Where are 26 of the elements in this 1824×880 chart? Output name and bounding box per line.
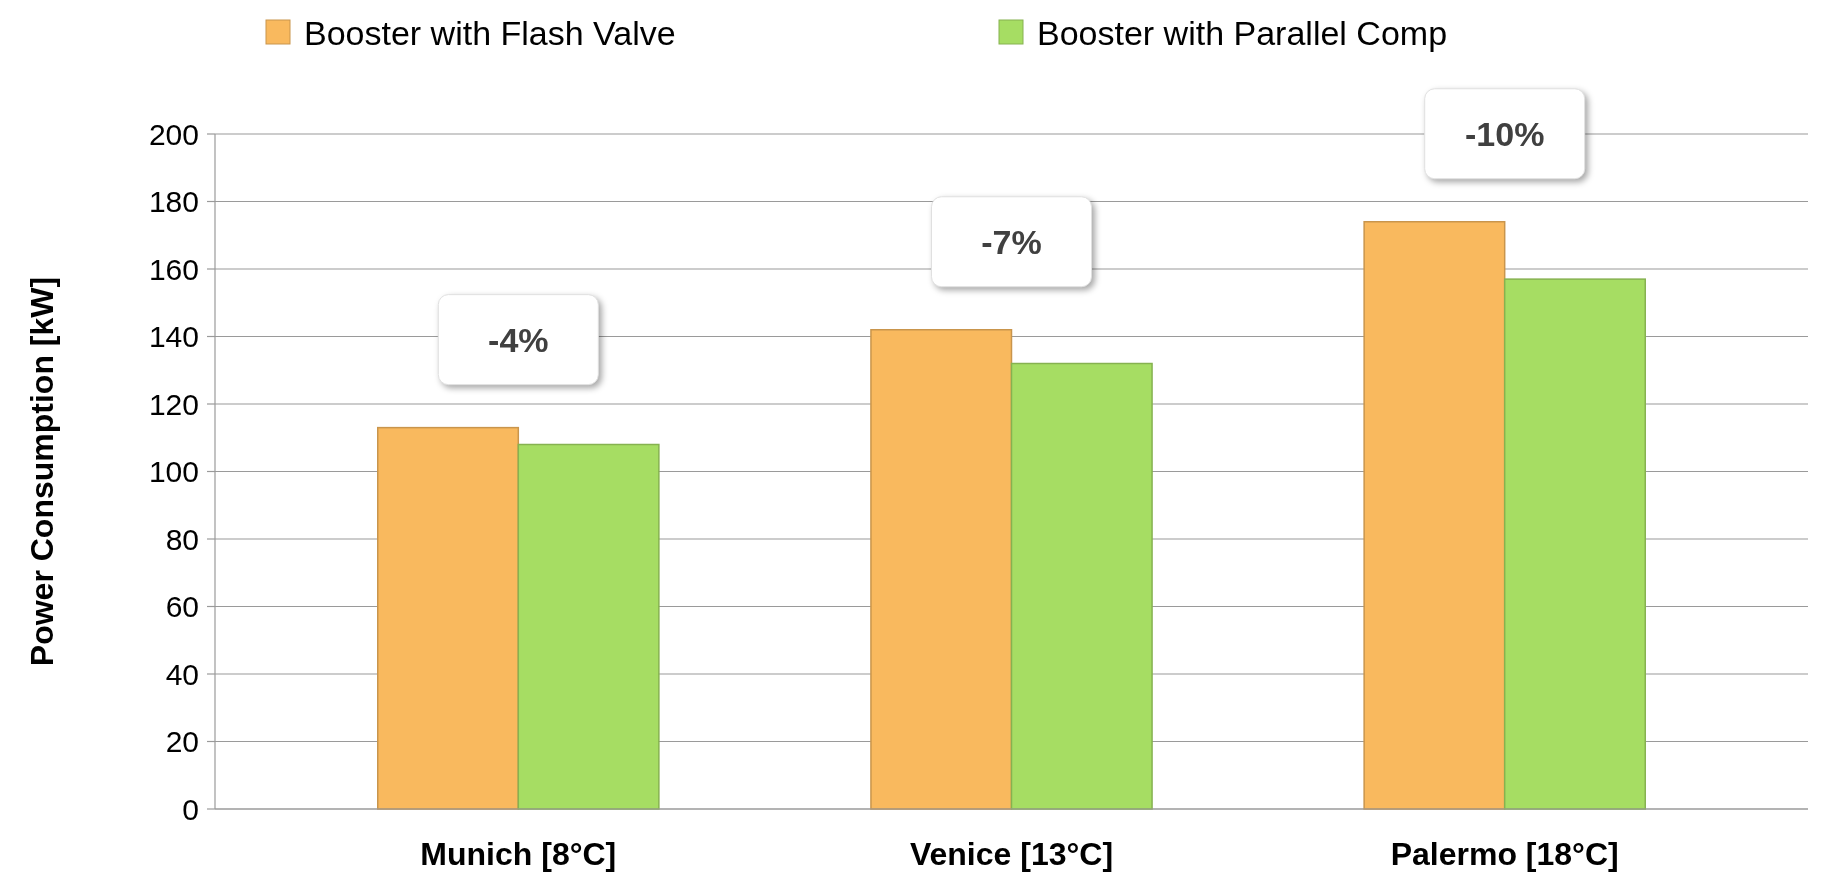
annotation: -7% bbox=[981, 222, 1042, 261]
y-tick-label: 0 bbox=[182, 792, 199, 826]
legend-label: Booster with Parallel Comp bbox=[1037, 13, 1448, 52]
bar bbox=[1503, 278, 1646, 810]
bar bbox=[1010, 362, 1153, 810]
y-tick-label: 60 bbox=[165, 590, 199, 623]
annotation: -10% bbox=[1465, 114, 1545, 153]
x-tick-label: Venice [13°C] bbox=[909, 836, 1114, 872]
y-tick-label: 40 bbox=[165, 657, 199, 691]
y-tick-label: 180 bbox=[148, 185, 199, 218]
x-tick-label: Munich [8°C] bbox=[420, 836, 617, 872]
legend-label: Booster with Flash Valve bbox=[304, 13, 676, 52]
y-tick-label: 20 bbox=[165, 725, 199, 758]
bar bbox=[517, 443, 660, 810]
y-tick-label: 200 bbox=[148, 117, 199, 151]
y-axis-title: Power Consumption [kW] bbox=[24, 276, 60, 667]
bar bbox=[870, 329, 1013, 810]
annotation: -4% bbox=[488, 320, 549, 359]
y-tick-label: 120 bbox=[148, 387, 199, 421]
y-tick-label: 80 bbox=[165, 522, 199, 556]
y-tick-label: 160 bbox=[148, 252, 199, 286]
bar bbox=[377, 426, 520, 810]
y-tick-label: 100 bbox=[148, 455, 199, 488]
bar bbox=[1363, 221, 1506, 810]
x-tick-label: Palermo [18°C] bbox=[1390, 836, 1619, 872]
y-tick-label: 140 bbox=[148, 320, 199, 353]
